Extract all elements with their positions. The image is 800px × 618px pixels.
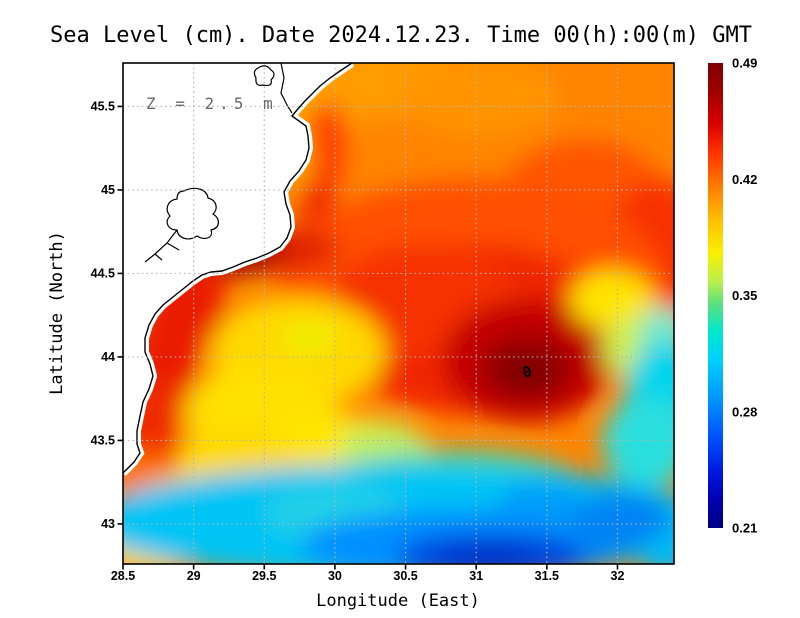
- x-tick-label: 28.5: [111, 569, 135, 583]
- x-tick-label: 32: [611, 569, 625, 583]
- x-tick-label: 30: [328, 569, 342, 583]
- colorbar: 0.49 0.42 0.35 0.28 0.21: [708, 56, 757, 536]
- contour-label-0: 0: [520, 362, 533, 382]
- delta-channels: [144, 229, 180, 263]
- x-tick-label: 31: [469, 569, 483, 583]
- depth-annotation: Z = 2.5 m: [146, 94, 278, 113]
- colorbar-tick-label: 0.35: [732, 288, 757, 303]
- y-tick-label: 43.5: [91, 433, 115, 447]
- colorbar-tick-label: 0.28: [732, 404, 757, 419]
- x-axis-label: Longitude (East): [316, 591, 480, 611]
- land-area: [123, 63, 352, 473]
- x-tick-label: 29.5: [252, 569, 276, 583]
- plot-border: [122, 62, 675, 565]
- gridlines: [123, 63, 674, 564]
- colorbar-labels: 0.49 0.42 0.35 0.28 0.21: [732, 56, 757, 536]
- colorbar-gradient: [708, 63, 723, 528]
- x-tick-label: 29: [187, 569, 201, 583]
- y-axis-ticks: 45.5 45 44.5 44 43.5 43: [91, 99, 123, 531]
- coast-outline: [123, 63, 353, 474]
- x-tick-label: 31.5: [535, 569, 559, 583]
- y-tick-label: 44.5: [91, 266, 115, 280]
- colorbar-tick-label: 0.49: [732, 56, 757, 71]
- x-axis-ticks: 28.5 29 29.5 30 30.5 31 31.5 32: [111, 564, 625, 583]
- plot-title: Sea Level (cm). Date 2024.12.23. Time 00…: [50, 23, 752, 48]
- inland-lake-outline: [253, 65, 275, 87]
- y-tick-label: 44: [101, 350, 115, 364]
- coastline: [123, 63, 355, 476]
- sea-level-field: 0 Z = 2.5 m: [123, 63, 674, 564]
- y-axis-label: Latitude (North): [47, 231, 67, 395]
- colorbar-tick-label: 0.42: [732, 172, 757, 187]
- y-tick-label: 45.5: [91, 99, 115, 113]
- colorbar-tick-label: 0.21: [732, 521, 757, 536]
- estuary-outline: [280, 63, 293, 114]
- y-tick-label: 45: [101, 183, 115, 197]
- x-tick-label: 30.5: [393, 569, 417, 583]
- y-tick-label: 43: [101, 517, 115, 531]
- lagoon-outline: [166, 187, 219, 240]
